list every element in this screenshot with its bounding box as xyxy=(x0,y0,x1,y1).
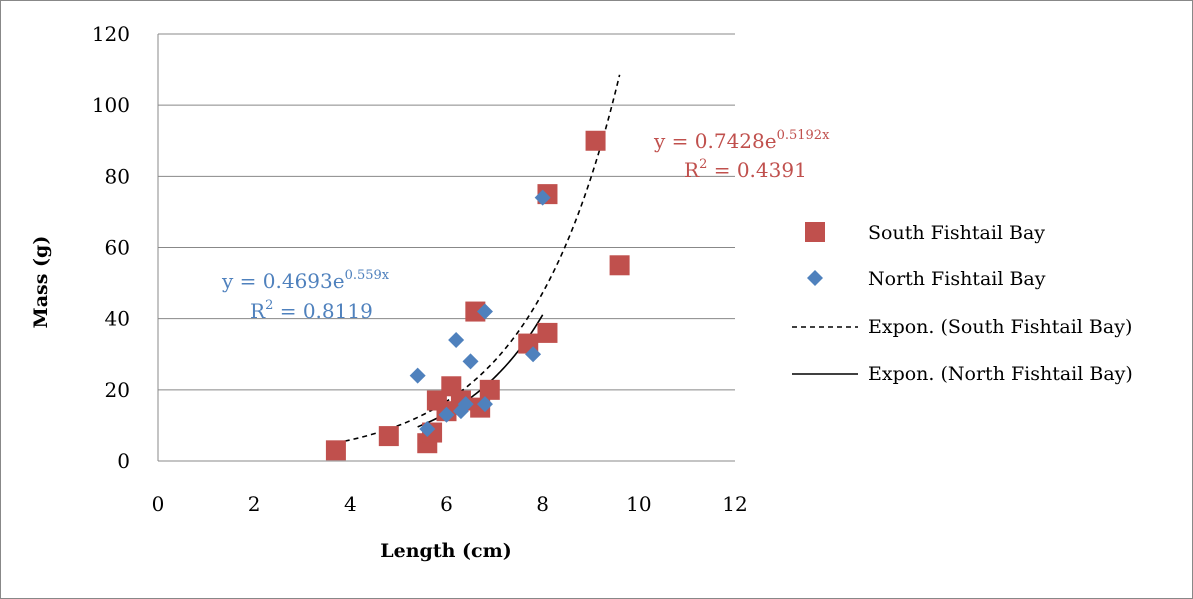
legend-label-north: North Fishtail Bay xyxy=(868,268,1046,290)
point-north xyxy=(457,396,474,413)
south-trend-r2: R2 = 0.4391 xyxy=(684,157,807,182)
y-tick-label: 100 xyxy=(92,93,130,117)
legend-marker-north xyxy=(807,270,823,286)
point-north xyxy=(462,353,479,370)
legend-marker-south xyxy=(805,222,825,242)
point-north xyxy=(476,303,493,320)
point-north xyxy=(409,367,426,384)
legend-label-south-trend: Expon. (South Fishtail Bay) xyxy=(868,316,1132,338)
point-north xyxy=(448,332,465,349)
x-tick-label: 0 xyxy=(152,492,165,516)
y-tick-label: 40 xyxy=(105,307,130,331)
point-south xyxy=(465,301,486,322)
south-trend-equation: y = 0.7428e0.5192x xyxy=(653,128,830,153)
trendlines xyxy=(335,74,621,444)
legend-label-north-trend: Expon. (North Fishtail Bay) xyxy=(868,363,1133,385)
legend-label-south: South Fishtail Bay xyxy=(868,222,1045,244)
legend: South Fishtail Bay North Fishtail Bay Ex… xyxy=(792,222,1133,385)
point-south xyxy=(378,426,399,447)
y-tick-label: 20 xyxy=(105,378,130,402)
point-south xyxy=(479,379,500,400)
point-south xyxy=(585,130,606,151)
data-points xyxy=(325,130,630,461)
point-north xyxy=(534,189,551,206)
point-south xyxy=(537,322,558,343)
north-trend-equation: y = 0.4693e0.559x xyxy=(221,268,390,293)
x-tick-label: 12 xyxy=(722,492,747,516)
gridlines xyxy=(158,33,735,391)
y-axis-title: Mass (g) xyxy=(30,236,52,329)
point-north xyxy=(438,406,455,423)
point-south xyxy=(609,255,630,276)
axes xyxy=(157,34,735,462)
x-tick-labels: 0 2 4 6 8 10 12 xyxy=(152,492,748,516)
x-tick-label: 6 xyxy=(440,492,453,516)
point-north xyxy=(525,346,542,363)
y-tick-label: 60 xyxy=(105,236,130,260)
trendline-south xyxy=(335,74,621,444)
y-tick-label: 120 xyxy=(92,22,130,46)
x-tick-label: 8 xyxy=(536,492,549,516)
y-tick-label: 0 xyxy=(117,449,130,473)
point-north xyxy=(419,420,436,437)
x-tick-label: 10 xyxy=(626,492,651,516)
point-north xyxy=(476,396,493,413)
point-south xyxy=(325,440,346,461)
x-tick-label: 4 xyxy=(344,492,357,516)
x-axis-title: Length (cm) xyxy=(380,540,511,562)
y-tick-label: 80 xyxy=(105,164,130,188)
north-trend-r2: R2 = 0.8119 xyxy=(250,298,373,323)
y-tick-labels: 0 20 40 60 80 100 120 xyxy=(92,22,130,473)
x-tick-label: 2 xyxy=(248,492,261,516)
